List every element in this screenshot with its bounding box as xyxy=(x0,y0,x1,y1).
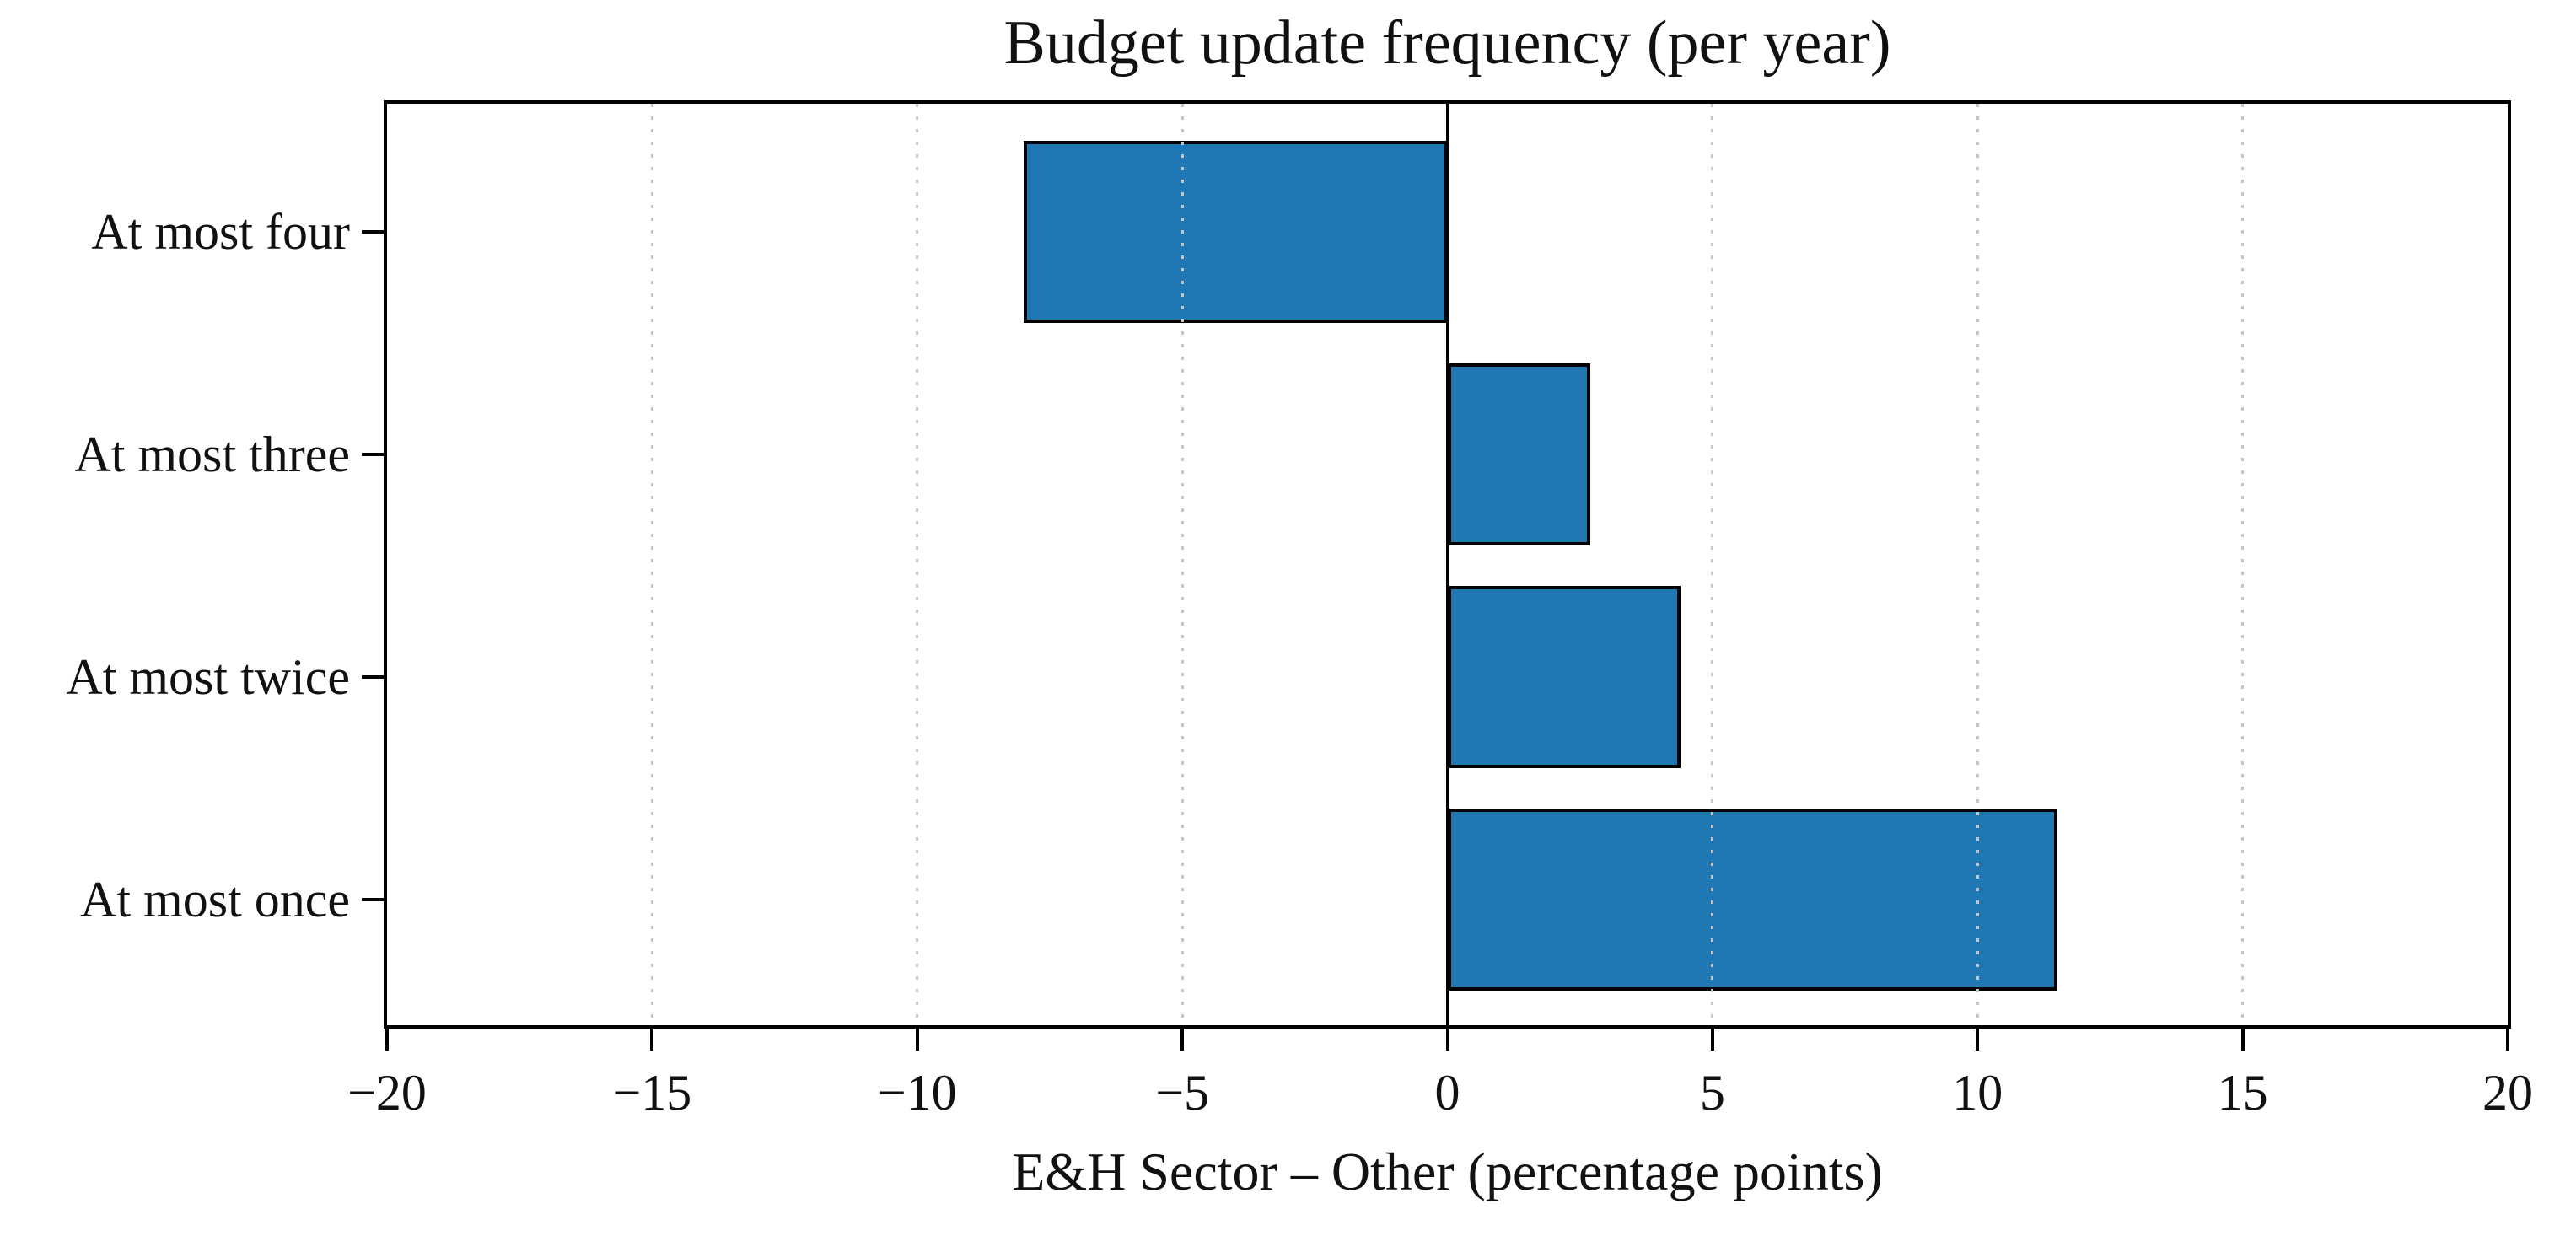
x-tick-label-15: 15 xyxy=(2217,1065,2268,1120)
gridline--5 xyxy=(1180,104,1184,1025)
x-axis-label: E&H Sector – Other (percentage points) xyxy=(1012,1142,1883,1201)
y-tick-label-at-most-four: At most four xyxy=(91,204,350,260)
gridline-5 xyxy=(1711,104,1714,1025)
bar-at-most-three xyxy=(1447,363,1591,545)
bar-at-most-once xyxy=(1447,809,2057,991)
x-tick-label-5: 5 xyxy=(1699,1065,1725,1120)
bar-at-most-twice xyxy=(1447,586,1681,768)
y-tick-label-at-most-twice: At most twice xyxy=(66,649,350,705)
x-tick-5 xyxy=(1710,1029,1714,1051)
x-tick-15 xyxy=(2240,1029,2245,1051)
x-tick-10 xyxy=(1976,1029,1980,1051)
x-tick-20 xyxy=(2506,1029,2509,1051)
x-tick--20 xyxy=(385,1029,389,1051)
y-tick-3 xyxy=(362,675,384,679)
gridline--15 xyxy=(650,104,653,1025)
y-tick-4 xyxy=(362,898,384,901)
x-tick--10 xyxy=(915,1029,919,1051)
gridline-10 xyxy=(1976,104,1979,1025)
y-tick-1 xyxy=(362,230,384,234)
x-tick-label-0: 0 xyxy=(1434,1065,1460,1120)
gridline--10 xyxy=(916,104,919,1025)
y-tick-2 xyxy=(362,453,384,456)
x-tick--5 xyxy=(1180,1029,1185,1051)
zero-line xyxy=(1445,104,1449,1025)
x-tick--15 xyxy=(650,1029,654,1051)
y-tick-label-at-most-three: At most three xyxy=(74,427,350,482)
x-tick-label-20: 20 xyxy=(2482,1065,2533,1120)
bar-at-most-four xyxy=(1023,141,1448,323)
chart-title: Budget update frequency (per year) xyxy=(1003,8,1891,78)
plot-area xyxy=(384,100,2511,1029)
x-tick-label--10: −10 xyxy=(877,1065,957,1120)
x-tick-0 xyxy=(1445,1029,1449,1051)
y-tick-label-at-most-once: At most once xyxy=(80,872,350,927)
x-tick-label--15: −15 xyxy=(612,1065,692,1120)
x-tick-label--20: −20 xyxy=(347,1065,427,1120)
x-tick-label--5: −5 xyxy=(1155,1065,1210,1120)
gridline-15 xyxy=(2241,104,2245,1025)
x-tick-label-10: 10 xyxy=(1952,1065,2003,1120)
